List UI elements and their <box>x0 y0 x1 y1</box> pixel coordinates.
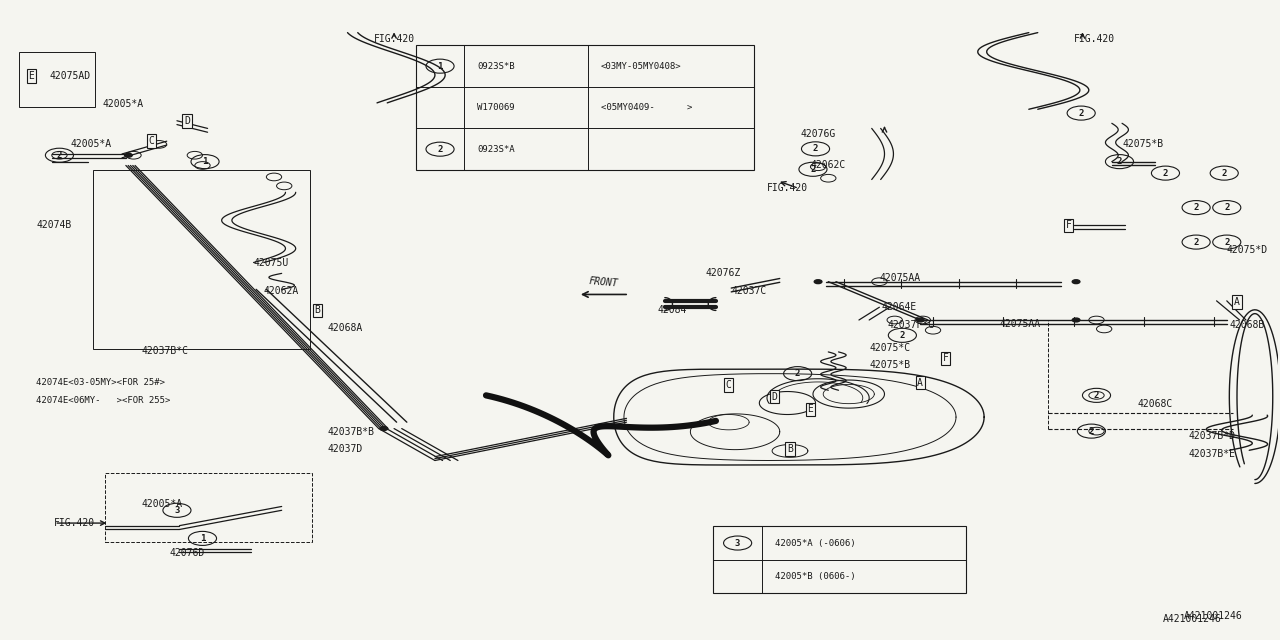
Bar <box>19 52 95 107</box>
Text: 2: 2 <box>1094 391 1100 400</box>
Text: 42074B: 42074B <box>36 221 72 230</box>
Text: 42074E<06MY-   ><FOR 255>: 42074E<06MY- ><FOR 255> <box>36 396 170 405</box>
Circle shape <box>1073 318 1080 322</box>
Bar <box>713 526 966 593</box>
Text: 0923S*A: 0923S*A <box>477 145 515 154</box>
Text: 42005*A: 42005*A <box>70 139 113 148</box>
Text: E: E <box>28 71 35 81</box>
Text: 2: 2 <box>813 145 818 154</box>
Text: 2: 2 <box>1117 157 1123 166</box>
Text: 42075U: 42075U <box>253 257 289 268</box>
Circle shape <box>916 318 924 322</box>
Circle shape <box>1073 280 1080 284</box>
Text: F: F <box>943 353 948 364</box>
Text: 2: 2 <box>810 164 815 174</box>
Text: B: B <box>787 444 792 454</box>
Text: 42084: 42084 <box>657 305 686 315</box>
Text: 42005*B (0606-): 42005*B (0606-) <box>774 572 855 581</box>
Text: 42037D: 42037D <box>328 444 364 454</box>
Text: 42037C: 42037C <box>731 285 767 296</box>
Text: 42076G: 42076G <box>800 129 836 138</box>
Text: C: C <box>148 136 155 146</box>
Text: 42037B*B: 42037B*B <box>328 427 375 436</box>
Circle shape <box>380 427 388 431</box>
Text: 42064E: 42064E <box>882 302 918 312</box>
Text: 2: 2 <box>1224 203 1230 212</box>
Text: 2: 2 <box>1193 237 1199 246</box>
Bar <box>92 170 310 349</box>
Text: <05MY0409-      >: <05MY0409- > <box>602 103 692 112</box>
Text: 1: 1 <box>438 61 443 70</box>
Text: 42075AD: 42075AD <box>49 71 91 81</box>
Text: 42068B: 42068B <box>1229 320 1265 330</box>
Text: FIG.420: FIG.420 <box>767 184 808 193</box>
Text: 42076Z: 42076Z <box>705 268 741 278</box>
Text: 42074E<03-05MY><FOR 25#>: 42074E<03-05MY><FOR 25#> <box>36 378 165 387</box>
Text: 42075AA: 42075AA <box>1000 319 1041 329</box>
Text: A: A <box>918 378 923 388</box>
Text: C: C <box>726 380 732 390</box>
Text: E: E <box>808 404 813 415</box>
Text: D: D <box>772 392 777 402</box>
Text: 3: 3 <box>735 538 740 548</box>
Text: 2: 2 <box>900 331 905 340</box>
Text: 42005*A (-0606): 42005*A (-0606) <box>774 538 855 548</box>
Text: 42037F*C: 42037F*C <box>887 320 934 330</box>
Text: 42068C: 42068C <box>1138 399 1172 410</box>
Circle shape <box>814 280 822 284</box>
Text: 42076D: 42076D <box>169 548 205 558</box>
Text: 2: 2 <box>1089 427 1094 436</box>
Text: 42005*A: 42005*A <box>141 499 182 509</box>
Text: 42075*C: 42075*C <box>869 343 910 353</box>
Text: FIG.420: FIG.420 <box>374 34 415 44</box>
Text: 42075*D: 42075*D <box>1226 244 1268 255</box>
Text: 42075*B: 42075*B <box>1123 139 1164 148</box>
Bar <box>416 45 754 170</box>
Text: FIG.420: FIG.420 <box>1074 34 1115 44</box>
Text: W170069: W170069 <box>477 103 515 112</box>
Text: 2: 2 <box>795 369 800 378</box>
Text: 42068A: 42068A <box>328 323 364 333</box>
Circle shape <box>124 154 132 157</box>
Text: FRONT: FRONT <box>589 276 618 288</box>
Text: 2: 2 <box>1224 237 1230 246</box>
Text: 42037B*E: 42037B*E <box>1188 449 1235 459</box>
Text: 42005*A: 42005*A <box>102 99 143 109</box>
Text: 1: 1 <box>202 157 207 166</box>
Text: 2: 2 <box>438 145 443 154</box>
Text: F: F <box>1065 221 1071 230</box>
Text: A: A <box>1234 297 1240 307</box>
Text: 0923S*B: 0923S*B <box>477 61 515 70</box>
Text: 2: 2 <box>1193 203 1199 212</box>
Text: 2: 2 <box>1162 168 1169 178</box>
Bar <box>105 473 312 542</box>
Text: B: B <box>315 305 320 316</box>
Text: <03MY-05MY0408>: <03MY-05MY0408> <box>602 61 681 70</box>
Text: D: D <box>184 116 191 125</box>
Text: 2: 2 <box>1221 168 1228 178</box>
Text: A421001246: A421001246 <box>1183 611 1242 621</box>
Text: 2: 2 <box>56 151 63 160</box>
Text: 2: 2 <box>1079 109 1084 118</box>
Text: 42037B*D: 42037B*D <box>1188 431 1235 441</box>
Text: 1: 1 <box>200 534 205 543</box>
Text: A421001246: A421001246 <box>1164 614 1221 624</box>
Text: 42062A: 42062A <box>264 286 300 296</box>
Text: 42075*B: 42075*B <box>869 360 910 370</box>
Text: 42037B*C: 42037B*C <box>141 346 188 356</box>
Text: FIG.420: FIG.420 <box>54 518 96 528</box>
Text: 3: 3 <box>174 506 179 515</box>
Text: 42062C: 42062C <box>810 161 846 170</box>
Text: 42075AA: 42075AA <box>879 273 920 283</box>
